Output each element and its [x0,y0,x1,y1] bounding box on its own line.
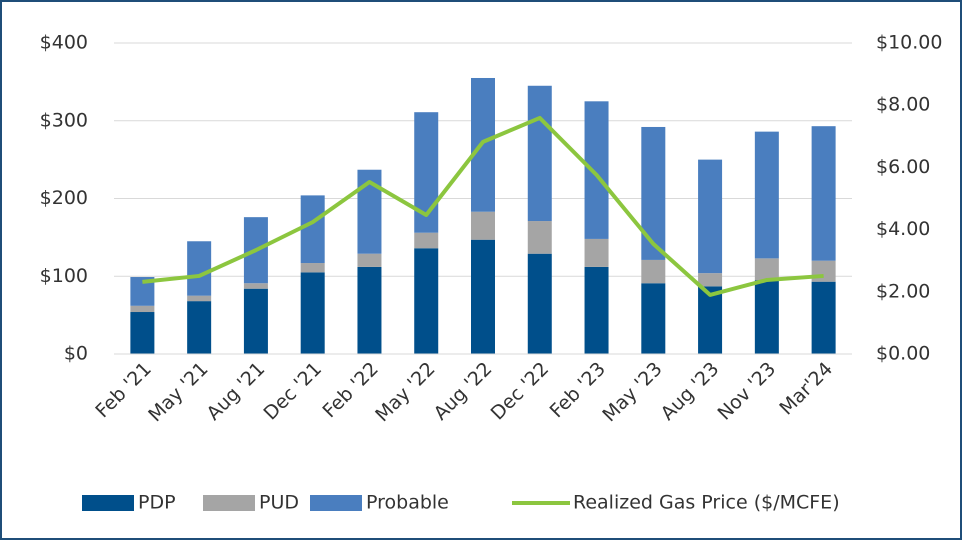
legend-label: PDP [138,492,176,514]
legend-swatch [310,495,362,511]
bar-segment [641,259,666,284]
legend-swatch [203,495,255,511]
bar-segment [698,159,723,274]
bar-segment [357,253,382,267]
y2-tick-label: $8.00 [876,94,930,116]
bar-segment [471,211,495,240]
bar-segment [811,260,836,282]
bar-segment [754,258,779,281]
y2-tick-label: $0.00 [876,343,930,365]
y2-tick-label: $4.00 [876,218,930,240]
line-series [142,115,824,297]
y-tick-label: $200 [40,187,88,209]
y-tick-label: $0 [64,343,88,365]
bar-segment [187,301,212,354]
y2-tick-label: $2.00 [876,280,930,302]
y-tick-label: $300 [40,109,88,131]
bar-segment [414,232,439,249]
bar-segment [754,131,779,259]
bar-segment [811,281,836,354]
y-tick-label: $100 [40,265,88,287]
bar-segment [130,312,155,354]
legend-label: PUD [259,492,299,514]
bar-segment [243,283,268,289]
bar-segment [414,248,439,354]
bar-segment [527,221,552,254]
y2-tick-label: $6.00 [876,156,930,178]
legend-label: Probable [366,492,449,514]
bar-segment [471,239,495,354]
bar-segment [811,126,836,261]
bar-segment [300,263,325,273]
bar-segment [357,266,382,354]
bar-segment [584,101,609,239]
bar-segment [130,305,155,313]
bar-segment [527,253,552,354]
bar-segment [641,126,666,260]
y2-tick-label: $10.00 [876,32,942,54]
bar-segment [300,195,325,264]
bar-segment [527,85,552,222]
bar-segment [584,238,609,267]
legend-swatch [82,495,134,511]
bar-segment [187,295,212,302]
y-tick-label: $400 [40,32,88,54]
bar-segment [754,280,779,354]
bar-segment [584,266,609,354]
bar-segment [641,283,666,354]
bar-segment [698,273,723,287]
legend-label: Realized Gas Price ($/MCFE) [573,492,840,514]
bar-segment [300,272,325,354]
bar-segment [698,286,723,354]
bar-segment [243,288,268,354]
bar-segment [187,241,212,296]
